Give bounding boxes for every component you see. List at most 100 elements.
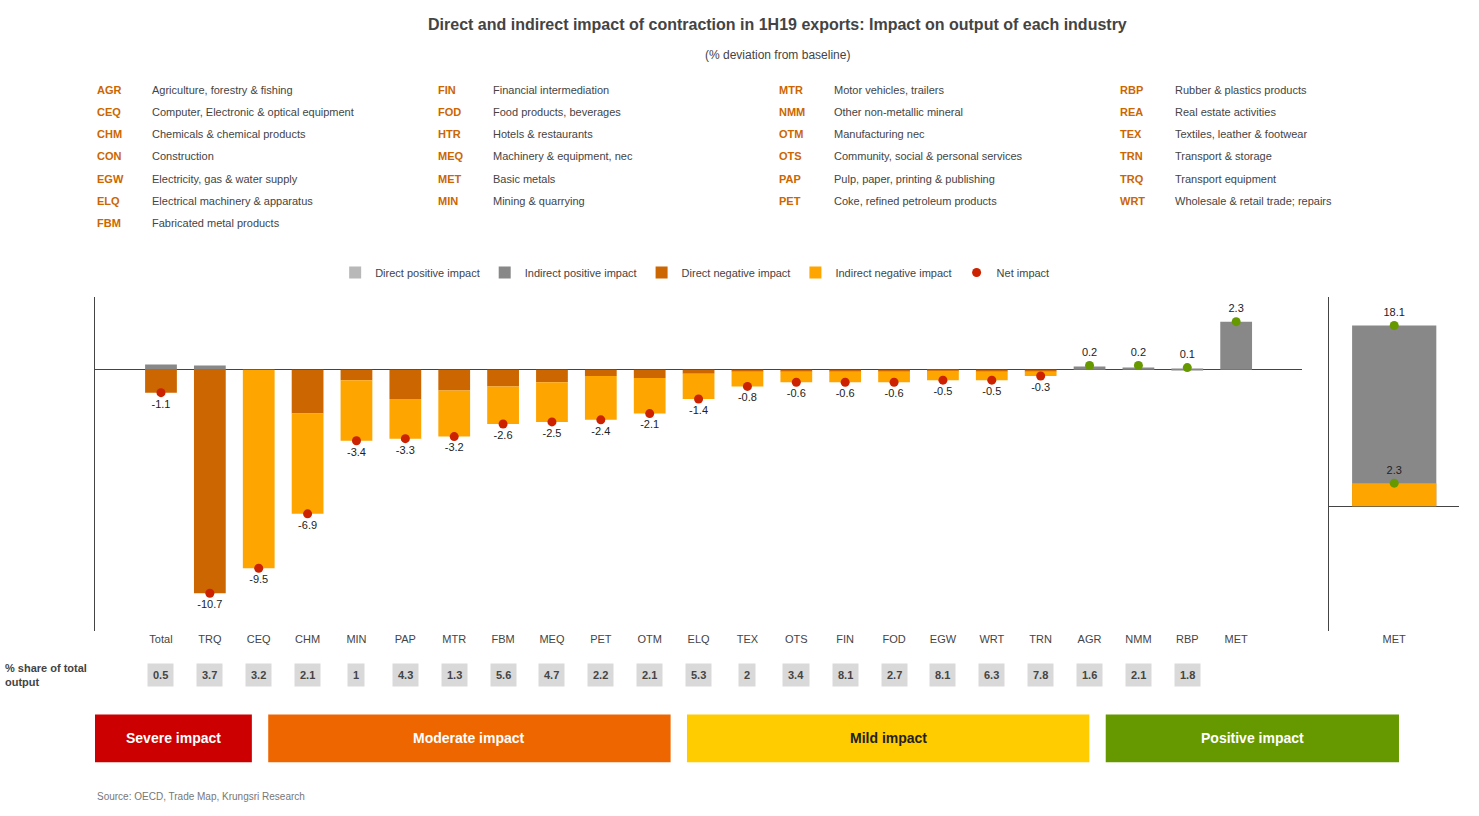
svg-text:2.3: 2.3 <box>1229 302 1244 314</box>
svg-text:MIN: MIN <box>346 633 366 645</box>
svg-text:FIN: FIN <box>836 633 854 645</box>
svg-text:CON: CON <box>97 150 122 162</box>
svg-text:Machinery & equipment, nec: Machinery & equipment, nec <box>493 150 633 162</box>
svg-text:Direct negative impact: Direct negative impact <box>682 267 791 279</box>
svg-text:RBP: RBP <box>1120 84 1143 96</box>
svg-text:AGR: AGR <box>97 84 122 96</box>
svg-text:7.8: 7.8 <box>1033 669 1048 681</box>
svg-text:CHM: CHM <box>97 128 122 140</box>
svg-text:Wholesale & retail trade; repa: Wholesale & retail trade; repairs <box>1175 195 1332 207</box>
svg-text:PAP: PAP <box>395 633 416 645</box>
svg-text:CEQ: CEQ <box>97 106 121 118</box>
svg-text:CEQ: CEQ <box>247 633 271 645</box>
svg-text:Net impact: Net impact <box>997 267 1050 279</box>
svg-text:Transport & storage: Transport & storage <box>1175 150 1272 162</box>
svg-text:3.4: 3.4 <box>788 669 804 681</box>
svg-text:-2.4: -2.4 <box>591 425 610 437</box>
svg-text:8.1: 8.1 <box>935 669 950 681</box>
svg-text:Community, social & personal s: Community, social & personal services <box>834 150 1023 162</box>
svg-text:TEX: TEX <box>1120 128 1142 140</box>
svg-text:Hotels & restaurants: Hotels & restaurants <box>493 128 593 140</box>
svg-text:CHM: CHM <box>295 633 320 645</box>
svg-text:1.6: 1.6 <box>1082 669 1097 681</box>
svg-text:ELQ: ELQ <box>688 633 710 645</box>
svg-text:-0.5: -0.5 <box>982 385 1001 397</box>
svg-text:WRT: WRT <box>979 633 1004 645</box>
svg-text:Fabricated metal products: Fabricated metal products <box>152 217 280 229</box>
svg-text:TEX: TEX <box>737 633 759 645</box>
svg-text:EGW: EGW <box>97 173 124 185</box>
svg-text:-2.1: -2.1 <box>640 418 659 430</box>
svg-text:NMM: NMM <box>1125 633 1151 645</box>
svg-text:AGR: AGR <box>1078 633 1102 645</box>
svg-text:Rubber & plastics products: Rubber & plastics products <box>1175 84 1307 96</box>
svg-text:MET: MET <box>1225 633 1249 645</box>
svg-text:-2.5: -2.5 <box>542 427 561 439</box>
svg-text:-10.7: -10.7 <box>197 598 222 610</box>
svg-text:(% deviation from baseline): (% deviation from baseline) <box>705 48 850 62</box>
svg-text:TRN: TRN <box>1120 150 1143 162</box>
svg-text:2.1: 2.1 <box>642 669 657 681</box>
svg-text:FIN: FIN <box>438 84 456 96</box>
svg-text:RBP: RBP <box>1176 633 1199 645</box>
svg-text:Construction: Construction <box>152 150 214 162</box>
svg-text:REA: REA <box>1120 106 1143 118</box>
svg-text:Severe impact: Severe impact <box>126 730 221 746</box>
svg-text:Pulp, paper, printing & publis: Pulp, paper, printing & publishing <box>834 173 995 185</box>
svg-text:EGW: EGW <box>930 633 957 645</box>
svg-text:FBM: FBM <box>491 633 514 645</box>
svg-text:2: 2 <box>744 669 750 681</box>
svg-text:1: 1 <box>353 669 359 681</box>
svg-text:TRN: TRN <box>1029 633 1052 645</box>
svg-text:FBM: FBM <box>97 217 121 229</box>
svg-text:Textiles, leather & footwear: Textiles, leather & footwear <box>1175 128 1307 140</box>
svg-text:8.1: 8.1 <box>838 669 853 681</box>
svg-text:2.1: 2.1 <box>300 669 315 681</box>
svg-text:-2.6: -2.6 <box>494 429 513 441</box>
svg-text:-1.4: -1.4 <box>689 404 708 416</box>
svg-text:-3.4: -3.4 <box>347 446 366 458</box>
svg-text:Total: Total <box>149 633 172 645</box>
svg-text:Direct positive impact: Direct positive impact <box>375 267 480 279</box>
svg-text:-6.9: -6.9 <box>298 519 317 531</box>
svg-text:-0.5: -0.5 <box>933 385 952 397</box>
svg-text:MEQ: MEQ <box>539 633 565 645</box>
svg-text:Agriculture, forestry & fishin: Agriculture, forestry & fishing <box>152 84 293 96</box>
svg-text:PET: PET <box>590 633 612 645</box>
svg-text:TRQ: TRQ <box>198 633 222 645</box>
svg-text:Real estate activities: Real estate activities <box>1175 106 1276 118</box>
svg-text:% share of totaloutput: % share of totaloutput <box>5 662 87 688</box>
svg-text:Financial intermediation: Financial intermediation <box>493 84 609 96</box>
svg-text:Moderate impact: Moderate impact <box>413 730 525 746</box>
svg-text:2.1: 2.1 <box>1131 669 1146 681</box>
svg-text:1.8: 1.8 <box>1180 669 1195 681</box>
svg-text:Electricity, gas & water suppl: Electricity, gas & water supply <box>152 173 298 185</box>
svg-text:MET: MET <box>438 173 462 185</box>
svg-text:OTS: OTS <box>785 633 808 645</box>
svg-text:18.1: 18.1 <box>1383 306 1404 318</box>
svg-text:OTS: OTS <box>779 150 802 162</box>
svg-text:ELQ: ELQ <box>97 195 120 207</box>
svg-text:-3.3: -3.3 <box>396 444 415 456</box>
svg-text:3.7: 3.7 <box>202 669 217 681</box>
svg-text:-1.1: -1.1 <box>151 398 170 410</box>
svg-text:Manufacturing nec: Manufacturing nec <box>834 128 925 140</box>
svg-text:Electrical machinery & apparat: Electrical machinery & apparatus <box>152 195 313 207</box>
svg-text:Positive impact: Positive impact <box>1201 730 1304 746</box>
svg-text:PAP: PAP <box>779 173 801 185</box>
svg-text:MET: MET <box>1383 633 1407 645</box>
svg-text:Indirect negative impact: Indirect negative impact <box>835 267 951 279</box>
svg-text:5.3: 5.3 <box>691 669 706 681</box>
svg-text:0.2: 0.2 <box>1082 346 1097 358</box>
svg-text:Computer, Electronic & optical: Computer, Electronic & optical equipment <box>152 106 354 118</box>
svg-text:MTR: MTR <box>442 633 466 645</box>
svg-text:OTM: OTM <box>637 633 661 645</box>
svg-text:PET: PET <box>779 195 801 207</box>
svg-text:0.5: 0.5 <box>153 669 168 681</box>
svg-text:Mining & quarrying: Mining & quarrying <box>493 195 585 207</box>
svg-text:FOD: FOD <box>438 106 461 118</box>
svg-text:-0.6: -0.6 <box>836 387 855 399</box>
svg-text:3.2: 3.2 <box>251 669 266 681</box>
svg-text:FOD: FOD <box>882 633 905 645</box>
svg-text:5.6: 5.6 <box>496 669 511 681</box>
